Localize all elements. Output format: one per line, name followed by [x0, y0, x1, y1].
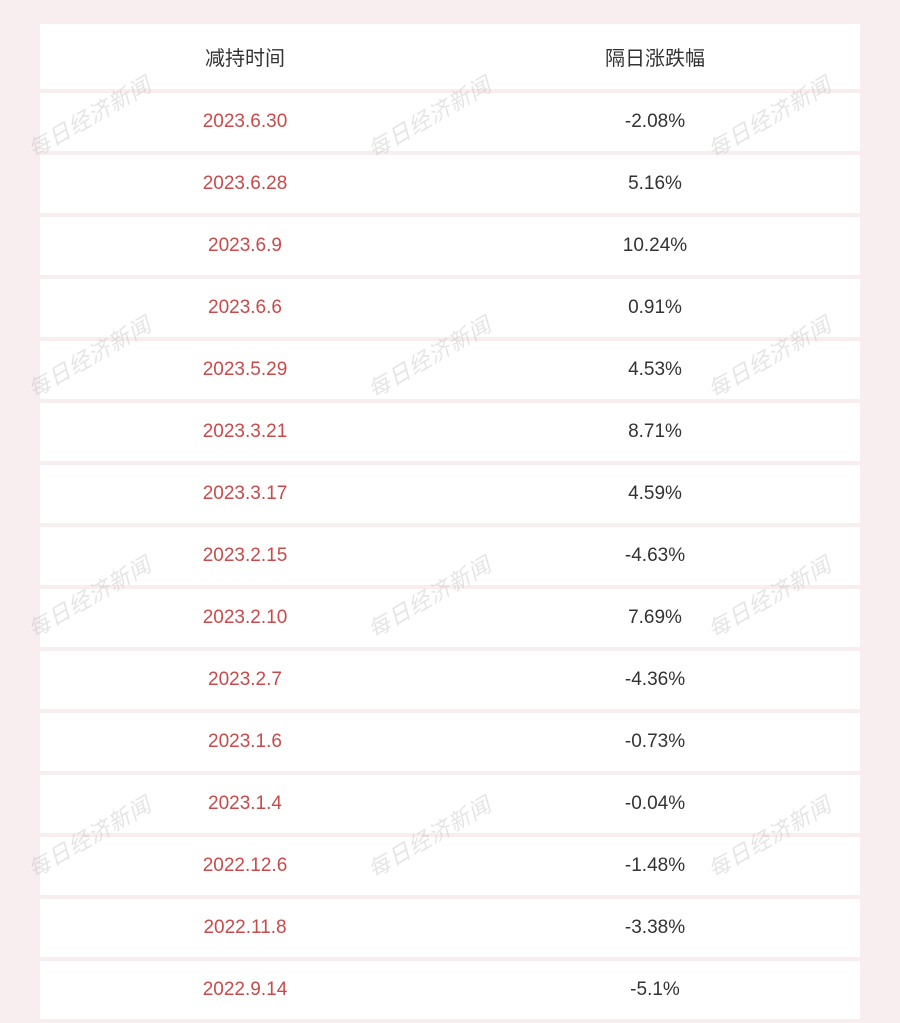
date-cell: 2023.2.7	[40, 651, 450, 709]
value-cell: -0.73%	[450, 713, 860, 771]
date-cell: 2023.3.17	[40, 465, 450, 523]
date-cell: 2023.2.10	[40, 589, 450, 647]
table-row: 2023.6.285.16%	[40, 155, 860, 213]
table-row: 2023.3.174.59%	[40, 465, 860, 523]
value-cell: -4.63%	[450, 527, 860, 585]
table-container: 减持时间 隔日涨跌幅 2023.6.30-2.08%2023.6.285.16%…	[0, 0, 900, 1019]
date-cell: 2023.6.9	[40, 217, 450, 275]
table-row: 2023.5.294.53%	[40, 341, 860, 399]
value-cell: 8.71%	[450, 403, 860, 461]
value-cell: -4.36%	[450, 651, 860, 709]
value-cell: 5.16%	[450, 155, 860, 213]
date-cell: 2023.5.29	[40, 341, 450, 399]
table-row: 2023.6.910.24%	[40, 217, 860, 275]
date-cell: 2023.2.15	[40, 527, 450, 585]
header-value: 隔日涨跌幅	[450, 24, 860, 89]
value-cell: 4.59%	[450, 465, 860, 523]
table-row: 2023.6.30-2.08%	[40, 93, 860, 151]
date-cell: 2023.6.28	[40, 155, 450, 213]
value-cell: 10.24%	[450, 217, 860, 275]
value-cell: -0.04%	[450, 775, 860, 833]
value-cell: 0.91%	[450, 279, 860, 337]
date-cell: 2023.6.30	[40, 93, 450, 151]
value-cell: -2.08%	[450, 93, 860, 151]
value-cell: -1.48%	[450, 837, 860, 895]
date-cell: 2022.12.6	[40, 837, 450, 895]
table-body: 2023.6.30-2.08%2023.6.285.16%2023.6.910.…	[40, 93, 860, 1019]
table-row: 2022.9.14-5.1%	[40, 961, 860, 1019]
value-cell: 4.53%	[450, 341, 860, 399]
date-cell: 2023.6.6	[40, 279, 450, 337]
table-row: 2023.2.15-4.63%	[40, 527, 860, 585]
date-cell: 2023.1.6	[40, 713, 450, 771]
date-cell: 2022.11.8	[40, 899, 450, 957]
date-cell: 2023.1.4	[40, 775, 450, 833]
table-row: 2023.2.7-4.36%	[40, 651, 860, 709]
value-cell: 7.69%	[450, 589, 860, 647]
table-row: 2023.3.218.71%	[40, 403, 860, 461]
table-header-row: 减持时间 隔日涨跌幅	[40, 24, 860, 89]
table-row: 2023.6.60.91%	[40, 279, 860, 337]
date-cell: 2022.9.14	[40, 961, 450, 1019]
data-table: 减持时间 隔日涨跌幅 2023.6.30-2.08%2023.6.285.16%…	[40, 20, 860, 1023]
table-row: 2023.1.4-0.04%	[40, 775, 860, 833]
date-cell: 2023.3.21	[40, 403, 450, 461]
value-cell: -5.1%	[450, 961, 860, 1019]
table-row: 2023.1.6-0.73%	[40, 713, 860, 771]
header-date: 减持时间	[40, 24, 450, 89]
table-row: 2022.11.8-3.38%	[40, 899, 860, 957]
value-cell: -3.38%	[450, 899, 860, 957]
table-row: 2023.2.107.69%	[40, 589, 860, 647]
table-row: 2022.12.6-1.48%	[40, 837, 860, 895]
